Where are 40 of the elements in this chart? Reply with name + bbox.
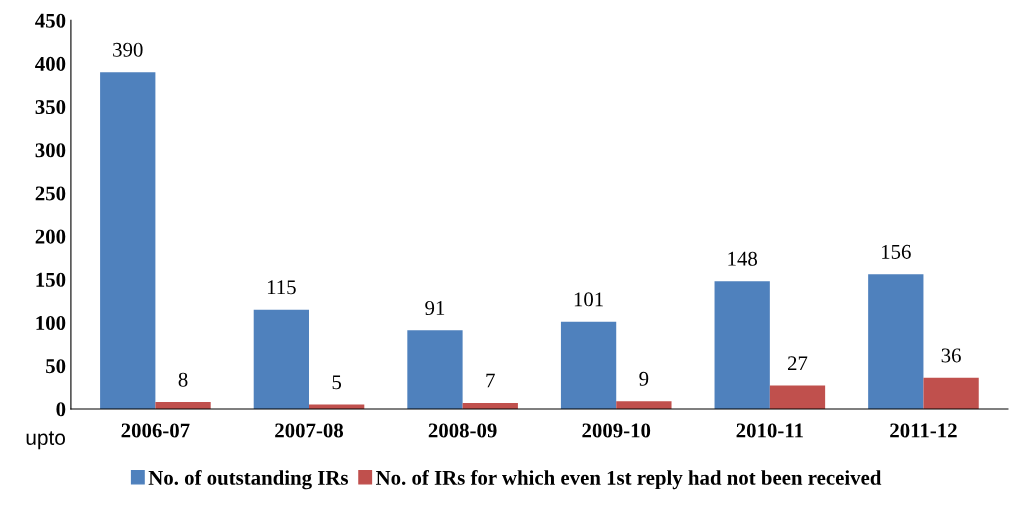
data-label: 91 [425,301,445,316]
data-label: 9 [639,371,649,386]
bar [868,274,924,409]
y-tick-label: 150 [36,272,66,287]
bar [714,281,770,409]
data-label: 5 [332,375,342,390]
bar [407,330,463,409]
data-label: 156 [882,244,911,259]
y-tick-label: 250 [35,186,66,201]
data-label: 115 [267,280,296,295]
bar [253,309,310,409]
x-tick-label: 2007-08 [275,423,344,438]
bar [923,377,979,409]
x-tick-label: 2011-12 [890,423,957,438]
data-label: 148 [728,251,758,266]
text: upto [26,431,65,450]
y-tick-label: 100 [36,315,66,331]
y-tick-label: 200 [35,229,66,244]
y-tick-label: 0 [56,402,66,417]
data-label: 101 [574,292,603,307]
x-tick-label: 2009-10 [582,423,651,438]
legend-label: No. of outstanding IRs [148,469,349,490]
y-tick-label: 450 [35,13,66,28]
data-label: 390 [113,42,143,57]
x-tick-label: 2010-11 [736,423,803,438]
y-tick-label: 350 [35,100,66,115]
data-label: 8 [178,372,188,387]
x-tick-label: 2008-09 [428,423,497,438]
data-label: 27 [787,356,808,371]
bar [100,72,156,409]
bar [560,321,617,409]
data-label: 7 [486,373,495,388]
legend-label: No. of IRs for which even 1st reply had not been received [376,469,882,490]
bar [616,401,672,409]
data-label: 36 [941,348,961,363]
y-tick-label: 400 [35,56,66,71]
y-tick-label: 300 [35,143,66,158]
x-tick-label: 2006-07 [121,423,190,438]
bar [769,385,826,409]
y-tick-label: 50 [46,359,66,374]
